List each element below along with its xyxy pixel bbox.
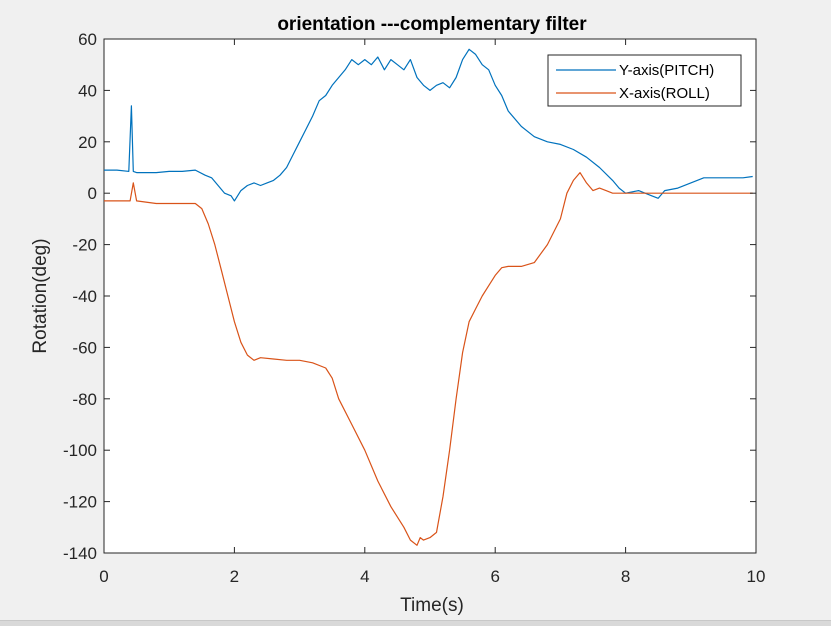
window-bottom-edge (0, 620, 831, 626)
tick-layer: 0 2 4 6 8 10 60 40 20 0 -20 -40 -60 -80 -100 -120 -140 (63, 30, 765, 586)
y-tick-label: -20 (72, 236, 97, 255)
x-tick-label: 8 (621, 567, 630, 586)
x-axis-label: Time(s) (400, 595, 464, 616)
x-tick-label: 4 (360, 567, 369, 586)
y-tick-label: -60 (72, 338, 97, 357)
series-line-pitch (104, 48, 753, 202)
y-tick-label: 0 (88, 184, 97, 203)
y-tick-label: -140 (63, 544, 97, 563)
x-tick-label: 6 (490, 567, 499, 586)
y-tick-label: -40 (72, 287, 97, 306)
chart-title: orientation ---complementary filter (277, 14, 587, 35)
legend[interactable]: Y-axis(PITCH) X-axis(ROLL) (547, 54, 742, 107)
x-tick-label: 10 (747, 567, 766, 586)
y-tick-label: 60 (78, 30, 97, 49)
x-tick-label: 0 (99, 567, 108, 586)
y-tick-label: -100 (63, 441, 97, 460)
y-tick-label: 20 (78, 133, 97, 152)
legend-box (547, 54, 742, 107)
legend-label-pitch: Y-axis(PITCH) (619, 62, 714, 79)
legend-label-roll: X-axis(ROLL) (619, 85, 710, 102)
y-tick-label: -120 (63, 493, 97, 512)
y-tick-label: -80 (72, 390, 97, 409)
x-tick-label: 2 (230, 567, 239, 586)
y-axis-label: Rotation(deg) (30, 238, 51, 353)
series-line-roll (104, 172, 753, 546)
plot-area (103, 38, 757, 554)
series-layer (104, 48, 753, 546)
y-tick-label: 40 (78, 81, 97, 100)
